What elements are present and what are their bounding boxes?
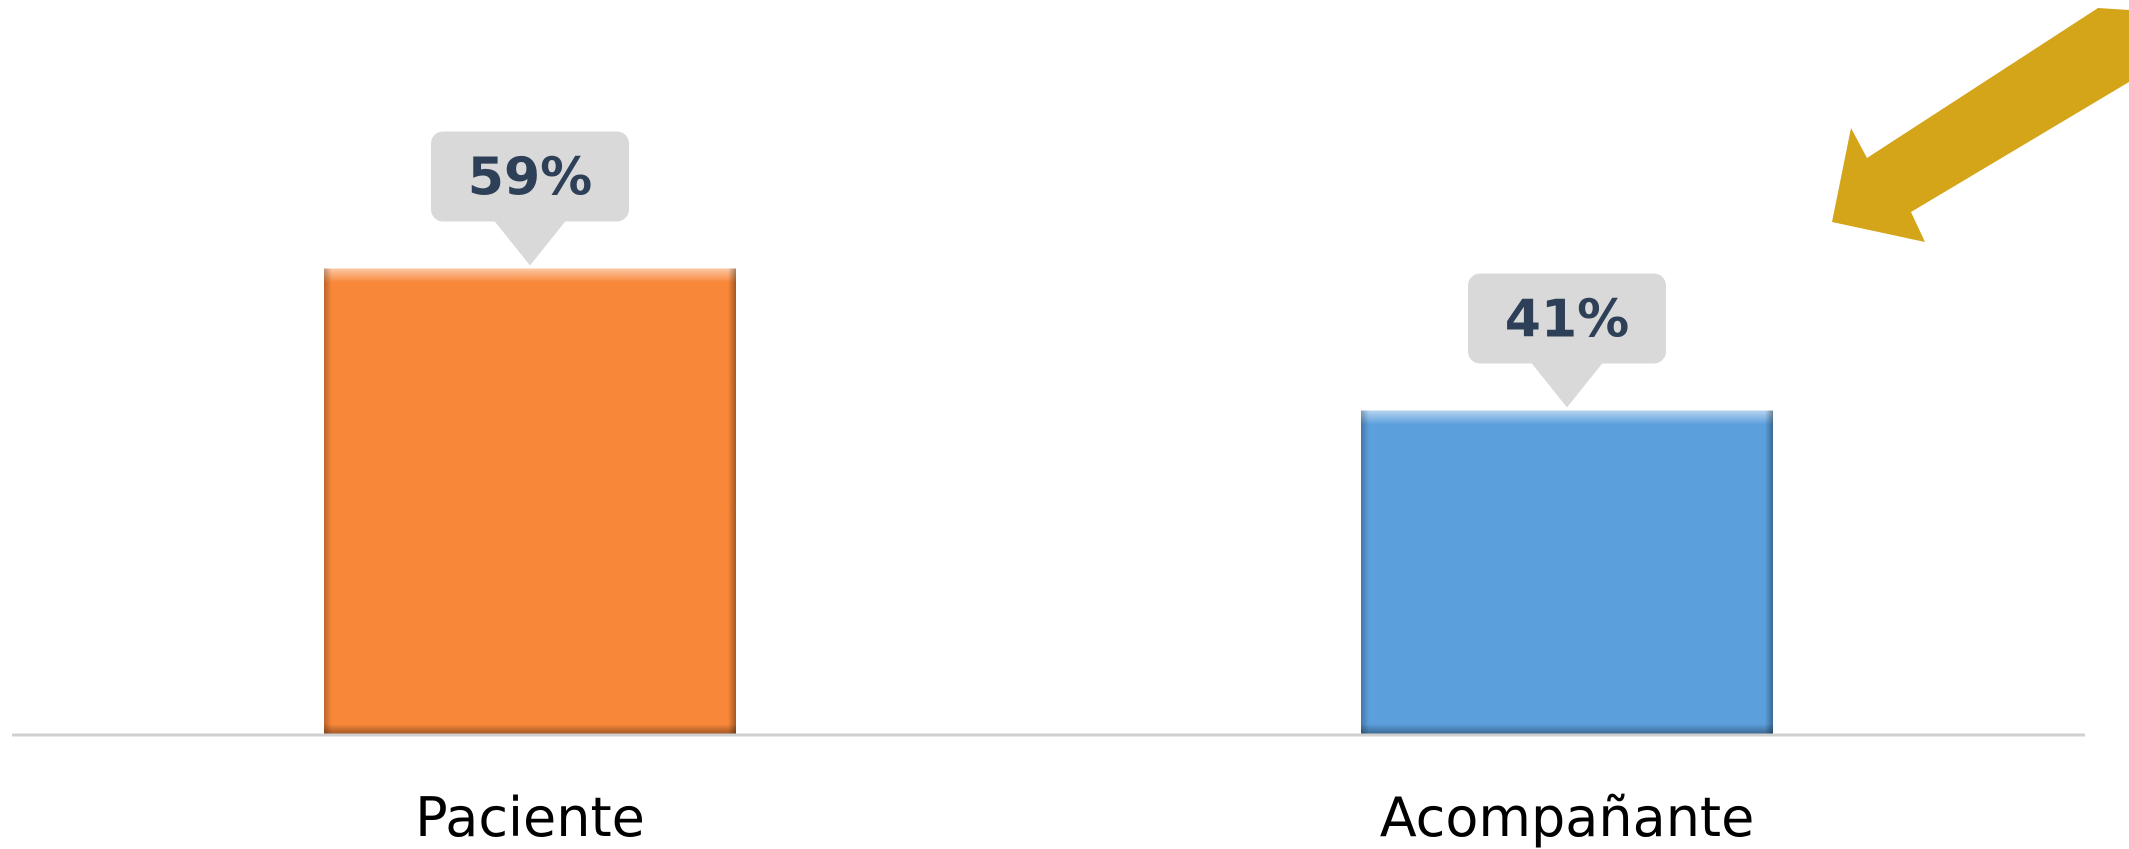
data-label-pointer: [494, 220, 566, 266]
data-labels-group: 59% 41%: [431, 131, 1666, 408]
bar-paciente-fill: [324, 268, 736, 734]
category-labels-group: Paciente Acompañante: [415, 786, 1754, 849]
bar-bevel-top: [1361, 410, 1773, 425]
category-label-acompanante: Acompañante: [1380, 786, 1755, 849]
bars-group: [324, 268, 1773, 734]
bar-bevel-top: [324, 268, 736, 283]
bar-acompanante-fill: [1361, 410, 1773, 734]
data-label-box: [1468, 273, 1666, 364]
bar-paciente: [324, 268, 736, 734]
bar-bevel-bottom: [1361, 724, 1773, 734]
data-label-box: [431, 131, 629, 222]
bar-acompanante: [1361, 410, 1773, 734]
bar-bevel-left: [1361, 410, 1369, 734]
data-label-paciente: 59%: [431, 131, 629, 266]
data-label-text: 41%: [1505, 290, 1629, 350]
bar-bevel-right: [1765, 410, 1773, 734]
bar-bevel-right: [728, 268, 736, 734]
data-label-acompanante: 41%: [1468, 273, 1666, 408]
arrow-annotation-icon: [1832, 8, 2129, 242]
data-label-pointer: [1531, 362, 1603, 408]
data-label-text: 59%: [468, 147, 592, 207]
bar-bevel-bottom: [324, 724, 736, 734]
bar-bevel-left: [324, 268, 332, 734]
category-label-paciente: Paciente: [415, 786, 645, 849]
